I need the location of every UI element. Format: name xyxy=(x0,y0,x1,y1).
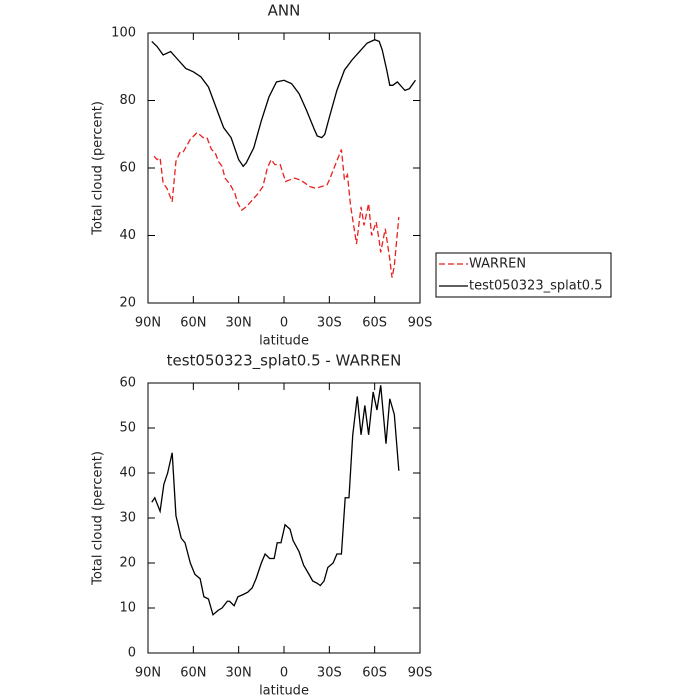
x-tick-label: 90S xyxy=(408,666,433,681)
y-tick-label: 60 xyxy=(119,161,136,176)
y-tick-label: 40 xyxy=(119,228,136,243)
data-line xyxy=(151,39,416,168)
y-tick-label: 30 xyxy=(119,511,136,526)
y-axis-label: Total cloud (percent) xyxy=(91,101,106,236)
y-tick-label: 20 xyxy=(119,296,136,311)
y-tick-label: 20 xyxy=(119,556,136,571)
x-tick-label: 90N xyxy=(135,316,161,331)
x-tick-label: 60S xyxy=(362,316,387,331)
x-tick-label: 90N xyxy=(135,666,161,681)
y-tick-label: 0 xyxy=(128,646,136,661)
x-tick-label: 30N xyxy=(226,316,252,331)
x-tick-label: 0 xyxy=(280,316,288,331)
x-tick-label: 90S xyxy=(408,316,433,331)
legend-box xyxy=(435,252,612,298)
data-line xyxy=(151,385,400,616)
x-tick-label: 60S xyxy=(362,666,387,681)
y-tick-label: 50 xyxy=(119,421,136,436)
y-tick-label: 60 xyxy=(119,376,136,391)
x-axis-label: latitude xyxy=(259,334,309,349)
x-tick-label: 60N xyxy=(180,666,206,681)
x-tick-label: 60N xyxy=(180,316,206,331)
x-axis-label: latitude xyxy=(259,684,309,699)
plot-frame xyxy=(147,32,421,304)
y-axis-label: Total cloud (percent) xyxy=(91,451,106,586)
y-tick-label: 40 xyxy=(119,466,136,481)
legend-label: WARREN xyxy=(469,257,526,272)
x-tick-label: 30N xyxy=(226,666,252,681)
x-tick-label: 30S xyxy=(317,316,342,331)
plot-frame xyxy=(147,382,421,654)
x-tick-label: 0 xyxy=(280,666,288,681)
x-tick-label: 30S xyxy=(317,666,342,681)
legend-label: test050323_splat0.5 xyxy=(469,279,602,294)
chart-title: ANN xyxy=(268,2,301,20)
data-line xyxy=(153,131,400,278)
chart-title: test050323_splat0.5 - WARREN xyxy=(167,352,402,371)
y-tick-label: 100 xyxy=(111,26,136,41)
y-tick-label: 80 xyxy=(119,93,136,108)
y-tick-label: 10 xyxy=(119,601,136,616)
